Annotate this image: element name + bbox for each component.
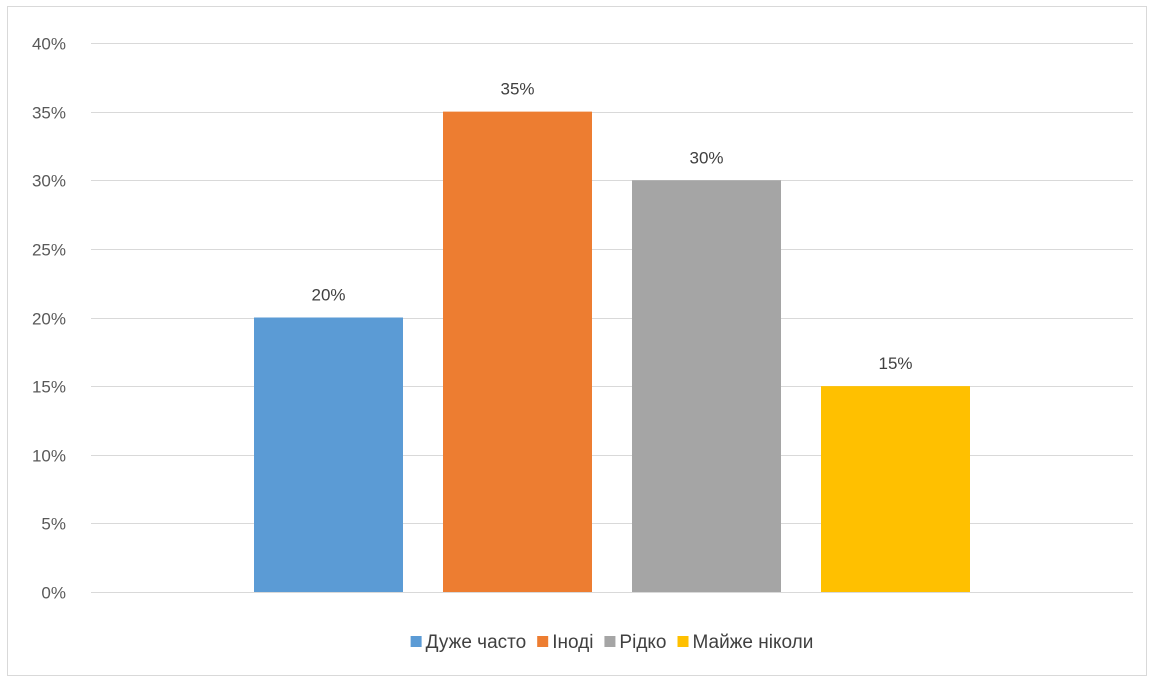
data-labels: 20% 35% 30% 15%	[311, 80, 912, 374]
legend-item: Іноді	[537, 632, 593, 653]
legend-swatch	[677, 636, 689, 647]
legend-swatch	[410, 636, 422, 647]
legend-label: Рідко	[619, 632, 666, 653]
y-tick-label: 0%	[41, 584, 66, 603]
legend-item: Рідко	[604, 632, 667, 653]
y-tick-label: 15%	[32, 378, 66, 397]
data-label: 35%	[500, 80, 534, 99]
legend-swatch	[537, 636, 549, 647]
data-label: 30%	[689, 148, 723, 167]
legend-label: Майже ніколи	[693, 632, 814, 653]
legend-item: Дуже часто	[410, 632, 527, 653]
legend-swatch	[604, 636, 616, 647]
y-tick-label: 20%	[32, 310, 66, 329]
legend-item: Майже ніколи	[677, 632, 814, 653]
y-axis-ticks: 0% 5% 10% 15% 20% 25% 30% 35% 40%	[32, 35, 66, 603]
y-tick-label: 35%	[32, 104, 66, 123]
bar	[443, 111, 592, 592]
legend-label: Іноді	[552, 632, 593, 653]
y-tick-label: 5%	[41, 515, 66, 534]
bars	[254, 111, 970, 592]
y-tick-label: 10%	[32, 447, 66, 466]
gridlines	[91, 43, 1133, 593]
legend: Дуже часто Іноді Рідко Майже ніколи	[410, 632, 814, 653]
y-tick-label: 25%	[32, 241, 66, 260]
bar	[254, 317, 403, 592]
bar	[821, 386, 970, 592]
data-label: 15%	[878, 354, 912, 373]
y-tick-label: 40%	[32, 35, 66, 54]
bar	[632, 180, 781, 592]
y-tick-label: 30%	[32, 172, 66, 191]
legend-label: Дуже часто	[426, 632, 527, 653]
data-label: 20%	[311, 286, 345, 305]
